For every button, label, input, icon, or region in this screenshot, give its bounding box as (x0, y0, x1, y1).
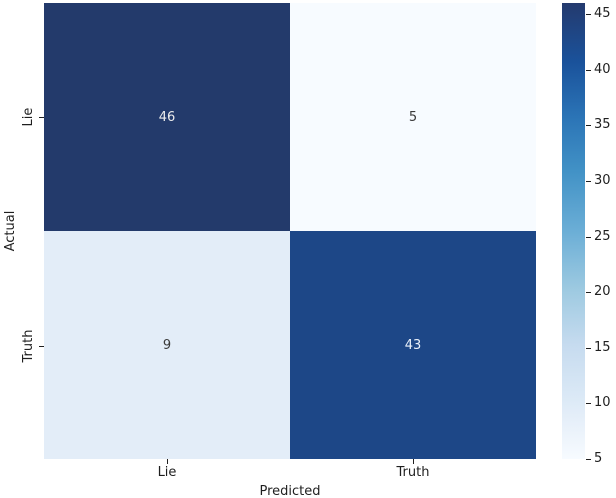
cell-actual-truth-pred-truth: 43 (290, 231, 536, 459)
x-tick-mark-lie (167, 459, 168, 464)
colorbar-tick-label-15: 15 (594, 340, 611, 355)
colorbar-tick-label-25: 25 (594, 229, 611, 244)
x-tick-label-truth: Truth (396, 465, 430, 480)
colorbar-tick-mark-15 (586, 348, 591, 349)
y-tick-label-lie: Lie (21, 107, 36, 127)
cell-actual-lie-pred-lie: 46 (44, 3, 290, 231)
colorbar-tick-mark-45 (586, 14, 591, 15)
colorbar-tick-label-10: 10 (594, 395, 611, 410)
colorbar-tick-label-45: 45 (594, 6, 611, 21)
colorbar-tick-label-30: 30 (594, 173, 611, 188)
colorbar-tick-mark-5 (586, 459, 591, 460)
y-tick-label-truth: Truth (21, 329, 36, 363)
colorbar-tick-label-35: 35 (594, 117, 611, 132)
colorbar-tick-mark-30 (586, 181, 591, 182)
colorbar-tick-label-20: 20 (594, 284, 611, 299)
colorbar (562, 3, 585, 459)
y-tick-mark-lie (39, 117, 44, 118)
x-tick-label-lie: Lie (157, 465, 177, 480)
heatmap-plot-area: 46 5 9 43 (44, 3, 536, 459)
cell-actual-lie-pred-truth: 5 (290, 3, 536, 231)
x-axis-label: Predicted (259, 484, 321, 498)
colorbar-tick-label-5: 5 (594, 451, 603, 466)
y-axis-label: Actual (3, 210, 18, 252)
x-tick-mark-truth (413, 459, 414, 464)
colorbar-tick-mark-20 (586, 292, 591, 293)
y-tick-mark-truth (39, 346, 44, 347)
colorbar-tick-mark-40 (586, 70, 591, 71)
cell-actual-truth-pred-lie: 9 (44, 231, 290, 459)
colorbar-tick-mark-25 (586, 237, 591, 238)
colorbar-tick-label-40: 40 (594, 62, 611, 77)
colorbar-tick-mark-35 (586, 125, 591, 126)
colorbar-tick-mark-10 (586, 403, 591, 404)
